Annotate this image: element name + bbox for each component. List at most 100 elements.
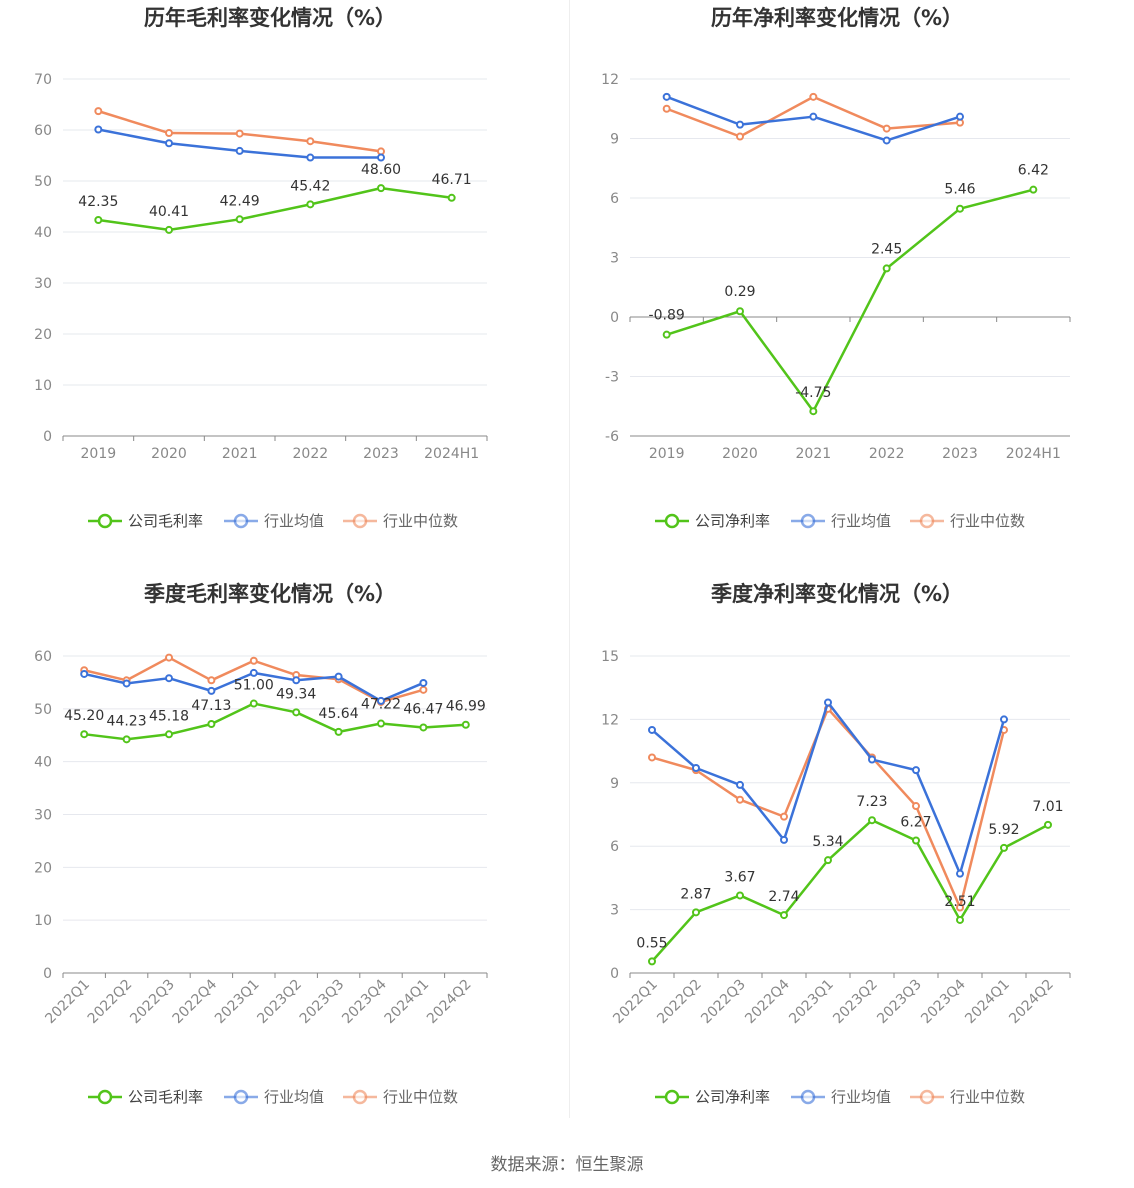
data-label: 0.55 <box>636 935 667 951</box>
x-tick-label: 2022Q2 <box>85 977 136 1028</box>
legend-label: 行业中位数 <box>383 512 458 530</box>
data-label: 44.23 <box>107 713 147 729</box>
y-tick-label: 20 <box>34 860 52 876</box>
data-label: 46.99 <box>446 699 486 715</box>
x-tick-label: 2022Q3 <box>698 977 749 1028</box>
legend-item-company: 公司毛利率 <box>88 512 203 530</box>
legend-label: 行业中位数 <box>950 512 1025 530</box>
data-point-avg <box>824 698 832 707</box>
x-tick-label: 2022Q1 <box>610 977 661 1028</box>
x-tick-label: 2023Q1 <box>212 977 263 1028</box>
data-point-company <box>956 915 964 924</box>
data-point-median <box>377 147 385 156</box>
x-tick-label: 2023Q3 <box>297 977 348 1028</box>
data-point-median <box>94 107 103 116</box>
data-point-median <box>648 753 656 762</box>
data-point-company <box>94 216 103 225</box>
data-point-company <box>377 184 385 193</box>
y-tick-label: 0 <box>610 966 619 982</box>
legend-label: 公司净利率 <box>695 512 770 530</box>
legend-label: 公司毛利率 <box>128 1088 203 1106</box>
data-point-avg <box>306 153 315 162</box>
annual-gross-margin-chart: 历年毛利率变化情况（%） 0 10 20 30 40 50 60 70 2019 2020 2021 2… <box>0 0 567 576</box>
data-point-company <box>122 735 131 744</box>
data-point-avg <box>1000 715 1008 724</box>
data-label: 3.67 <box>724 869 755 885</box>
x-tick-label: 2022 <box>293 446 329 462</box>
x-tick-label: 2021 <box>796 446 832 462</box>
data-label: -4.75 <box>795 385 831 401</box>
data-point-avg <box>122 679 131 688</box>
x-tick-label: 2024Q1 <box>962 977 1013 1028</box>
chart-title: 季度毛利率变化情况（%） <box>144 582 396 606</box>
data-point-avg <box>648 725 656 734</box>
y-tick-label: 40 <box>34 225 52 241</box>
y-tick-label: 10 <box>34 378 52 394</box>
legend-marker <box>800 513 816 529</box>
data-label: 5.46 <box>944 182 975 198</box>
data-label: 2.87 <box>680 886 711 902</box>
series-line-company <box>666 188 1034 413</box>
data-point-median <box>780 812 788 821</box>
x-tick-label: 2023Q2 <box>254 977 305 1028</box>
chart-svg: 历年净利率变化情况（%） -6 -3 0 3 6 9 12 2019 2020 2021 2022 20… <box>601 6 1071 530</box>
x-tick-label: 2020 <box>722 446 758 462</box>
x-tick-label: 2024H1 <box>424 446 479 462</box>
data-label: 45.64 <box>319 706 359 722</box>
data-point-avg <box>207 686 216 695</box>
data-point-avg <box>736 120 744 129</box>
y-tick-label: 50 <box>34 174 52 190</box>
data-label: 5.92 <box>988 822 1019 838</box>
data-label: 46.47 <box>403 701 443 717</box>
y-tick-label: 9 <box>610 776 619 792</box>
y-tick-label: 0 <box>43 429 52 445</box>
chart-svg: 历年毛利率变化情况（%） 0 10 20 30 40 50 60 70 2019 2020 2021 2… <box>34 6 488 530</box>
data-label: 48.60 <box>361 162 401 178</box>
data-point-avg <box>80 669 89 678</box>
legend-label: 公司净利率 <box>695 1088 770 1106</box>
legend-item-company: 公司毛利率 <box>88 1088 203 1106</box>
data-point-avg <box>692 764 700 773</box>
y-tick-label: 15 <box>601 649 619 665</box>
legend-marker <box>664 513 680 529</box>
x-tick-label: 2023 <box>942 446 978 462</box>
data-label: 47.22 <box>361 697 401 713</box>
series-line-company <box>84 702 466 741</box>
data-point-company <box>207 719 216 728</box>
y-tick-label: 10 <box>34 913 52 929</box>
legend-item-avg: 行业均值 <box>224 512 324 530</box>
data-point-median <box>736 132 744 141</box>
data-point-avg <box>868 755 876 764</box>
legend-marker <box>352 1089 368 1105</box>
data-point-avg <box>377 696 385 705</box>
x-tick-label: 2024Q2 <box>1006 977 1057 1028</box>
legend-item-avg: 行业均值 <box>791 512 891 530</box>
data-point-company <box>662 330 671 339</box>
chart-svg: 季度毛利率变化情况（%）01020304050602022Q12022Q2202… <box>34 582 488 1106</box>
data-point-median <box>249 656 258 665</box>
x-tick-label: 2023Q2 <box>830 977 881 1028</box>
data-point-median <box>207 676 216 685</box>
y-tick-label: 70 <box>34 72 52 88</box>
series-line-company <box>651 818 1049 963</box>
legend-item-median: 行业中位数 <box>910 1088 1025 1106</box>
data-label: -0.89 <box>649 308 685 324</box>
data-point-avg <box>419 678 428 687</box>
data-point-company <box>292 708 301 717</box>
data-point-avg <box>736 780 744 789</box>
data-point-company <box>868 816 876 825</box>
data-point-company <box>306 200 315 209</box>
data-point-company <box>648 957 656 966</box>
data-label: 45.42 <box>290 178 330 194</box>
legend-label: 公司毛利率 <box>128 512 203 530</box>
y-tick-label: -6 <box>605 429 619 445</box>
data-point-median <box>736 795 744 804</box>
data-point-company <box>1000 843 1008 852</box>
data-point-company <box>1044 820 1052 829</box>
y-tick-label: 9 <box>610 132 619 148</box>
data-label: 40.41 <box>149 204 189 220</box>
x-tick-label: 2023Q1 <box>786 977 837 1028</box>
x-tick-label: 2024Q1 <box>382 977 433 1028</box>
x-tick-label: 2022 <box>869 446 905 462</box>
data-point-avg <box>165 674 173 683</box>
